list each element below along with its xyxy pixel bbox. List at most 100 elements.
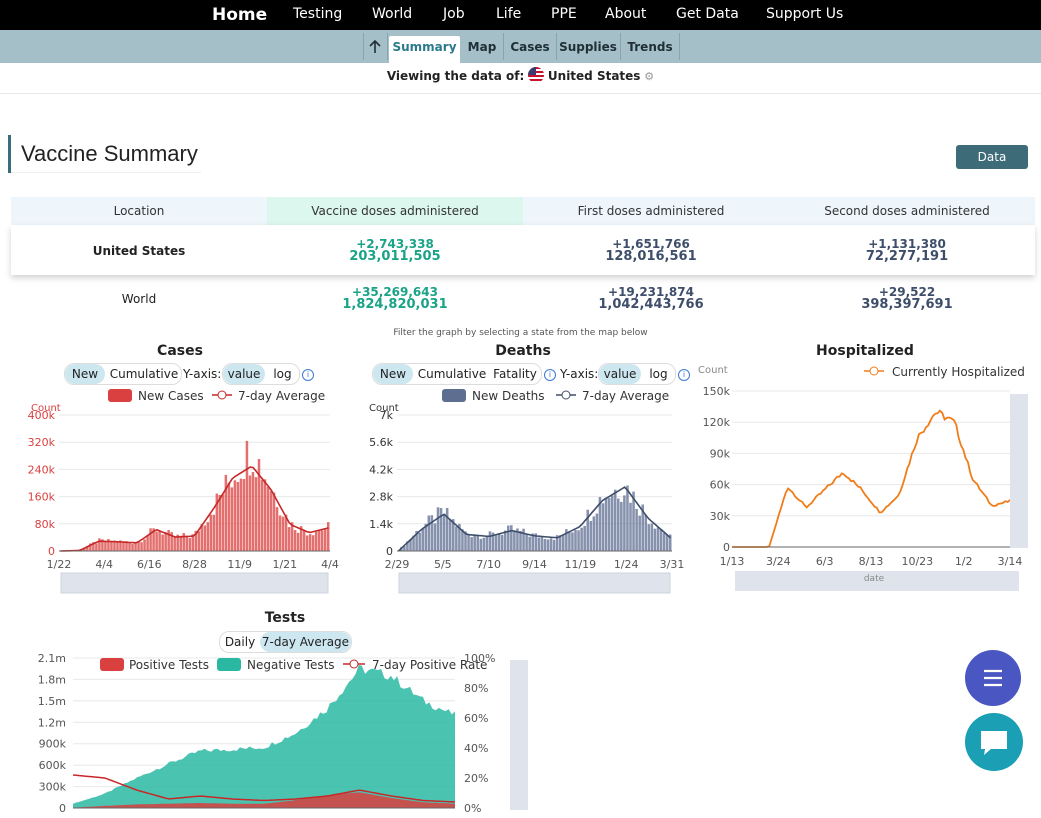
tab-trends[interactable]: Trends bbox=[627, 40, 673, 54]
col-header-first-doses[interactable]: First doses administered bbox=[523, 197, 779, 225]
bar bbox=[574, 530, 577, 551]
bar bbox=[212, 514, 216, 551]
bar bbox=[565, 529, 568, 551]
bar bbox=[433, 523, 437, 551]
avg-line bbox=[397, 486, 672, 552]
cases-cumulative-option[interactable]: Cumulative bbox=[109, 367, 179, 381]
tab-supplies[interactable]: Supplies bbox=[559, 40, 617, 54]
legend-marker bbox=[349, 659, 359, 669]
bar bbox=[104, 541, 107, 551]
nav-testing[interactable]: Testing bbox=[293, 6, 343, 22]
col-header-vaccine-doses[interactable]: Vaccine doses administered bbox=[267, 197, 523, 225]
nav-ppe[interactable]: PPE bbox=[551, 6, 577, 22]
data-source-button[interactable]: Data source bbox=[956, 145, 1028, 188]
bar bbox=[555, 535, 559, 551]
tests-7day-option[interactable]: 7-day Average bbox=[260, 632, 351, 652]
first-dose-cell: +1,651,766 128,016,561 bbox=[523, 238, 779, 264]
second-delta: +29,522 bbox=[878, 285, 936, 299]
tab-map[interactable]: Map bbox=[467, 40, 497, 54]
cases-value-option[interactable]: value bbox=[223, 364, 265, 384]
legend-swatch bbox=[100, 658, 124, 671]
menu-button[interactable] bbox=[965, 650, 1021, 706]
nav-job[interactable]: Job bbox=[443, 6, 465, 22]
bar bbox=[409, 539, 412, 551]
x-tick-label: 11/9 bbox=[227, 558, 252, 571]
deaths-value-option[interactable]: value bbox=[599, 364, 641, 384]
hospitalized-line bbox=[732, 409, 1011, 548]
bar bbox=[644, 514, 648, 551]
arrow-up-icon[interactable] bbox=[364, 36, 386, 58]
legend-swatch bbox=[217, 658, 241, 671]
zoom-slider bbox=[398, 572, 671, 594]
info-icon[interactable]: i bbox=[544, 369, 556, 381]
negative-tests-area bbox=[73, 665, 455, 808]
tab-summary[interactable]: Summary bbox=[389, 36, 460, 63]
nav-get-data[interactable]: Get Data bbox=[676, 6, 739, 22]
vaccine-total: 203,011,505 bbox=[349, 249, 441, 264]
bar bbox=[323, 528, 327, 551]
deaths-log-option[interactable]: log bbox=[649, 367, 668, 381]
table-row[interactable]: World +35,269,643 1,824,820,031 +19,231,… bbox=[11, 284, 1035, 318]
chat-button[interactable] bbox=[965, 713, 1023, 771]
bar bbox=[233, 480, 237, 551]
tab-cases[interactable]: Cases bbox=[510, 40, 550, 54]
bar bbox=[562, 534, 565, 551]
bar bbox=[302, 530, 306, 551]
bar bbox=[269, 491, 273, 551]
deaths-fatality-option[interactable]: Fatality bbox=[493, 367, 537, 381]
bar bbox=[412, 535, 415, 551]
first-delta: +1,651,766 bbox=[612, 237, 690, 251]
hospitalized-chart[interactable]: Count 150k 120k 90k 60k 30k 01/13 3/24 6/3 8/13 10… bbox=[692, 360, 1032, 595]
location-name[interactable]: United States bbox=[547, 69, 641, 83]
table-row[interactable]: United States +2,743,338 203,011,505 +1,… bbox=[11, 225, 1035, 275]
cases-new-option[interactable]: New bbox=[65, 364, 105, 384]
tests-chart[interactable]: 2.1m 1.8m 1.5m 1.2m 900k 600k 300k 0 100% 80% 60% 4… bbox=[20, 652, 540, 818]
y-tick-label: 0 bbox=[59, 802, 66, 815]
gear-icon[interactable]: ⚙ bbox=[644, 70, 655, 83]
bar bbox=[458, 523, 461, 551]
info-icon[interactable]: i bbox=[678, 369, 690, 381]
y-tick-label: 900k bbox=[39, 738, 67, 751]
bar bbox=[430, 515, 434, 551]
x-tick-label: 8/13 bbox=[859, 555, 884, 568]
bar bbox=[227, 482, 231, 551]
viewing-label: Viewing the data of: bbox=[386, 69, 525, 83]
info-icon[interactable]: i bbox=[302, 369, 314, 381]
nav-home[interactable]: Home bbox=[212, 5, 268, 25]
col-header-second-doses[interactable]: Second doses administered bbox=[779, 197, 1035, 225]
bar bbox=[613, 489, 617, 551]
bar bbox=[583, 525, 586, 551]
deaths-cumulative-option[interactable]: Cumulative bbox=[417, 367, 487, 381]
x-tick-label: 1/21 bbox=[272, 558, 297, 571]
cases-mode-toggle: New Cumulative bbox=[64, 363, 182, 385]
deaths-new-option[interactable]: New bbox=[373, 364, 413, 384]
legend-label: 7-day Average bbox=[582, 389, 669, 403]
divider bbox=[0, 93, 1041, 94]
bar bbox=[299, 526, 303, 551]
col-header-location[interactable]: Location bbox=[11, 197, 267, 225]
nav-about[interactable]: About bbox=[605, 6, 647, 22]
bar bbox=[455, 526, 458, 551]
bar bbox=[110, 541, 113, 551]
y-tick-label: 1.2m bbox=[38, 716, 66, 729]
nav-world[interactable]: World bbox=[372, 6, 413, 22]
bar bbox=[203, 525, 207, 551]
tests-daily-option[interactable]: Daily bbox=[224, 635, 256, 649]
bar bbox=[540, 536, 544, 551]
y-tick-label: 320k bbox=[28, 436, 56, 449]
bar bbox=[254, 477, 258, 551]
nav-life[interactable]: Life bbox=[496, 6, 522, 22]
bar bbox=[155, 531, 158, 551]
bar bbox=[656, 527, 660, 551]
bar bbox=[239, 478, 243, 551]
bar bbox=[170, 532, 173, 551]
us-flag-icon bbox=[528, 67, 545, 83]
cases-log-option[interactable]: log bbox=[273, 367, 292, 381]
bar bbox=[122, 541, 125, 551]
page-title: Vaccine Summary bbox=[8, 135, 198, 173]
nav-support-us[interactable]: Support Us bbox=[766, 6, 844, 22]
legend-marker bbox=[869, 366, 879, 376]
bar bbox=[604, 497, 608, 551]
